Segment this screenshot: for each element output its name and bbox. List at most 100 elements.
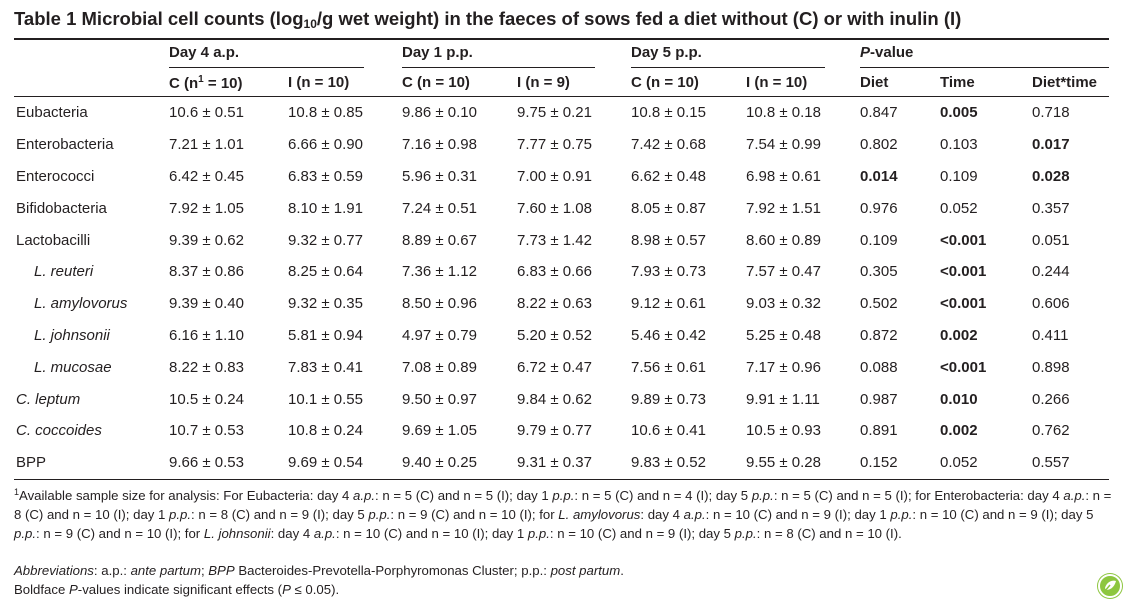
table-cell: 10.8 ± 0.15 [631,104,706,122]
footnote-text: Boldface [14,582,69,597]
footnote-text: Bacteroides-Prevotella-Porphyromonas Clu… [234,563,551,578]
table-cell: 9.12 ± 0.61 [631,295,706,313]
table-cell: 10.7 ± 0.53 [169,422,244,440]
pvalue-cell: 0.357 [1032,199,1070,217]
footnote-text: : day 4 [640,507,684,522]
footnote-text: p.p. [734,526,757,541]
table-cell: 8.37 ± 0.86 [169,263,244,281]
table-cell: 10.8 ± 0.24 [288,422,363,440]
table-cell: 10.5 ± 0.93 [746,422,821,440]
footnote-text: a.p. [1063,488,1086,503]
pvalue-cell: 0.014 [860,167,898,185]
row-label: Bifidobacteria [16,199,107,217]
table-cell: 7.92 ± 1.05 [169,199,244,217]
table-cell: 9.31 ± 0.37 [517,454,592,472]
pvalue-cell: 0.976 [860,199,898,217]
pvalue-cell: 0.502 [860,295,898,313]
table-cell: 7.24 ± 0.51 [402,199,477,217]
table-cell: 10.5 ± 0.24 [169,390,244,408]
footnote-text: p.p. [14,526,36,541]
group-day4-ap: Day 4 a.p. [169,44,240,61]
row-label: Lactobacilli [16,231,91,249]
table-cell: 7.54 ± 0.99 [746,136,821,154]
table-cell: 8.60 ± 0.89 [746,231,821,249]
pvalue-cell: 0.017 [1032,136,1070,154]
table-cell: 8.22 ± 0.63 [517,295,592,313]
pvalue-cell: 0.411 [1032,326,1069,344]
footnote-text: : n = 5 (C) and n = 5 (I); day 1 [375,488,553,503]
pvalue-cell: 0.802 [860,136,898,154]
table-body: Eubacteria 10.6 ± 0.51 10.8 ± 0.85 9.86 ± 0… [14,97,1109,479]
table-cell: 7.83 ± 0.41 [288,358,363,376]
table-cell: 9.50 ± 0.97 [402,390,477,408]
pvalue-cell: <0.001 [940,263,987,281]
table-cell: 7.42 ± 0.68 [631,136,706,154]
pvalue-cell: 0.051 [1032,231,1070,249]
footnote-text: p.p. [890,507,913,522]
pvalue-cell: <0.001 [940,358,987,376]
table-cell: 9.03 ± 0.32 [746,295,821,313]
caption-subscript: 10 [303,17,317,31]
row-label: L. johnsonii [34,326,110,344]
footnote-text: ≤ 0.05). [290,582,340,597]
footnote-text: 1 [14,487,20,497]
group-day1-pp: Day 1 p.p. [402,44,473,61]
footnote-sample-size: 1Available sample size for analysis: For… [14,483,1112,543]
pvalue-cell: 0.002 [940,326,978,344]
footnote-text: : n = 8 (C) and n = 10 (I). [756,526,902,541]
row-label: L. mucosae [34,358,112,376]
table-cell: 7.36 ± 1.12 [402,263,477,281]
table-cell: 6.72 ± 0.47 [517,358,592,376]
pvalue-cell: 0.010 [940,390,978,408]
table-cell: 7.57 ± 0.47 [746,263,821,281]
pvalue-cell: 0.762 [1032,422,1070,440]
group-rule-pvalue [860,67,1109,68]
table-row: L. johnsonii 6.16 ± 1.10 5.81 ± 0.94 4.97 ±… [14,320,1109,352]
footnote-text: p.p. [169,507,192,522]
group-rule-day5 [631,67,825,68]
footnote-text: : n = 10 (C) and n = 9 (I); day 5 [549,526,735,541]
table-cell: 6.62 ± 0.48 [631,167,706,185]
table-cell: 9.40 ± 0.25 [402,454,477,472]
table-cell: 9.69 ± 0.54 [288,454,363,472]
caption-suffix: /g wet weight) in the faeces of sows fed… [316,8,962,29]
table-cell: 9.39 ± 0.62 [169,231,244,249]
pvalue-cell: 0.005 [940,104,978,122]
footnote-text: ante partum [130,563,201,578]
col-day5-c: C (n = 10) [631,74,699,91]
pvalue-cell: <0.001 [940,231,987,249]
col-day1-c: C (n = 10) [402,74,470,91]
pvalue-cell: 0.718 [1032,104,1070,122]
group-pvalue: P-value [860,44,913,61]
table-cell: 7.17 ± 0.96 [746,358,821,376]
table-cell: 9.69 ± 1.05 [402,422,477,440]
pvalue-p: P [860,44,871,61]
footnote-text: Abbreviations [14,563,94,578]
footnote-text: -values indicate significant effects ( [77,582,283,597]
table-cell: 10.6 ± 0.41 [631,422,706,440]
table-cell: 10.6 ± 0.51 [169,104,244,122]
table-cell: 7.60 ± 1.08 [517,199,592,217]
footnote-marker: 1 [198,74,204,85]
pvalue-cell: 0.898 [1032,358,1070,376]
group-day5-pp: Day 5 p.p. [631,44,702,61]
table-cell: 8.05 ± 0.87 [631,199,706,217]
col-diet-time: Diet*time [1032,74,1098,91]
table-cell: 7.93 ± 0.73 [631,263,706,281]
table-cell: 7.21 ± 1.01 [169,136,244,154]
pvalue-cell: 0.002 [940,422,978,440]
row-label: C. leptum [16,390,81,408]
pvalue-cell: 0.152 [860,454,898,472]
table-cell: 6.16 ± 1.10 [169,326,244,344]
pvalue-cell: 0.028 [1032,167,1070,185]
group-rule-day1 [402,67,595,68]
pvalue-cell: <0.001 [940,295,987,313]
row-label: Eubacteria [16,104,88,122]
col-day4-i: I (n = 10) [288,74,350,91]
group-rule-day4 [169,67,364,68]
footnote-text: : n = 8 (C) and n = 10 (I); day 1 [14,488,1112,522]
table-cell: 7.08 ± 0.89 [402,358,477,376]
footnote-text: : a.p.: [93,563,131,578]
footnote-text: . [620,563,624,578]
table-cell: 9.75 ± 0.21 [517,104,592,122]
